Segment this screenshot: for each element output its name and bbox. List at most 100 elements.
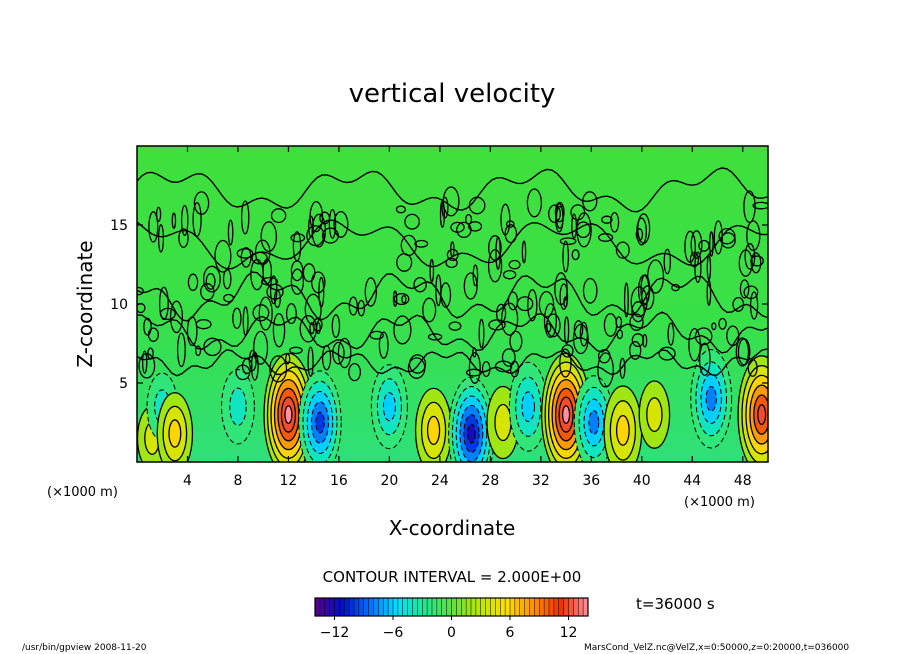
contour-line <box>615 241 630 259</box>
field-band <box>467 424 476 443</box>
contour-line <box>635 228 644 242</box>
colorbar-cell <box>344 598 350 616</box>
contour-line <box>156 392 194 462</box>
contour-line <box>694 327 713 346</box>
contour-line <box>309 321 315 335</box>
y-axis-ticks: 5 10 15 <box>110 218 768 392</box>
x-tick-label: 24 <box>431 473 449 489</box>
y-axis-title: Z-coordinate <box>73 240 97 367</box>
field-feature-15 <box>690 349 733 449</box>
colorbar-cell <box>412 598 418 616</box>
colorbar-cell <box>388 598 394 616</box>
x-tick-label: 32 <box>532 473 550 489</box>
contour-line <box>290 268 305 295</box>
colorbar-cell <box>329 598 335 616</box>
contour-line <box>559 237 577 246</box>
field-band <box>562 405 570 424</box>
contour-line <box>472 264 479 287</box>
contour-line <box>290 233 306 243</box>
contour-line <box>502 269 517 280</box>
upper-contours <box>137 186 768 388</box>
contour-line <box>333 210 349 238</box>
field-band <box>315 412 325 433</box>
contour-line <box>559 283 569 310</box>
contour-line <box>319 211 331 225</box>
contour-line <box>488 235 502 261</box>
contour-line <box>638 380 671 449</box>
colorbar-cell <box>358 598 365 616</box>
colorbar-cell <box>485 598 491 616</box>
contour-line <box>538 290 555 318</box>
contour-line <box>232 307 242 330</box>
contour-line <box>193 191 210 215</box>
contour-line <box>467 423 476 444</box>
contour-line <box>155 206 162 222</box>
contour-line <box>739 279 750 299</box>
contour-line <box>690 230 703 260</box>
contour-line <box>735 337 750 367</box>
contour-line <box>248 349 257 372</box>
contour-line <box>749 384 768 445</box>
contour-line <box>401 295 407 304</box>
colorbar-cell <box>529 598 535 616</box>
field-band <box>588 410 599 435</box>
colorbar-cell <box>315 598 321 616</box>
colorbar-cell <box>568 598 574 616</box>
time-label: t=36000 s <box>636 595 715 613</box>
contour-line <box>348 296 358 316</box>
contour-line <box>465 213 473 225</box>
contour-line <box>507 291 519 311</box>
contour-line <box>500 302 519 336</box>
contour-line <box>718 227 736 245</box>
contour-line <box>684 230 696 263</box>
contour-line <box>321 227 339 244</box>
contour-line <box>148 211 159 243</box>
field-feature-8 <box>448 376 495 462</box>
contour-line <box>290 260 304 282</box>
colorbar-cell <box>466 598 472 616</box>
contour-line <box>254 239 271 266</box>
contour-line <box>298 370 342 462</box>
ridge-contours <box>137 167 768 377</box>
contour-line <box>420 401 447 460</box>
colorbar-cell <box>354 598 360 616</box>
contour-line <box>690 349 733 449</box>
contour-line <box>615 414 630 446</box>
contour-line <box>158 286 169 321</box>
contour-line <box>315 411 325 434</box>
contour-line <box>487 248 503 283</box>
colorbar-cell <box>446 598 452 616</box>
x-tick-label: 28 <box>481 473 499 489</box>
contour-line <box>468 352 481 384</box>
contour-line <box>543 302 557 339</box>
colorbar-cell <box>373 598 379 616</box>
contour-line <box>441 196 449 219</box>
contour-line <box>647 259 665 294</box>
field-feature-16 <box>737 355 768 462</box>
colorbar-cell <box>475 598 482 616</box>
contour-line <box>743 190 756 224</box>
colorbar-cell <box>519 598 525 616</box>
contour-line <box>501 348 516 367</box>
contour-line <box>393 315 412 345</box>
contour-line <box>187 273 199 292</box>
contour-line <box>285 303 297 325</box>
contour-line <box>494 360 513 373</box>
contour-line <box>623 282 629 318</box>
colorbar-cell <box>495 598 501 616</box>
contour-line <box>260 221 278 253</box>
contour-line <box>582 277 598 304</box>
contour-line <box>667 322 675 346</box>
contour-line <box>395 205 407 214</box>
contour-line <box>169 300 184 334</box>
contour-line <box>732 296 745 312</box>
contour-line <box>601 215 613 224</box>
colorbar-cell <box>427 598 433 616</box>
contour-line <box>285 353 291 365</box>
contour-line <box>448 321 462 331</box>
contour-line <box>284 405 293 424</box>
field-feature-3 <box>221 369 255 445</box>
contour-line <box>227 219 234 246</box>
colorbar-cell <box>544 598 550 616</box>
